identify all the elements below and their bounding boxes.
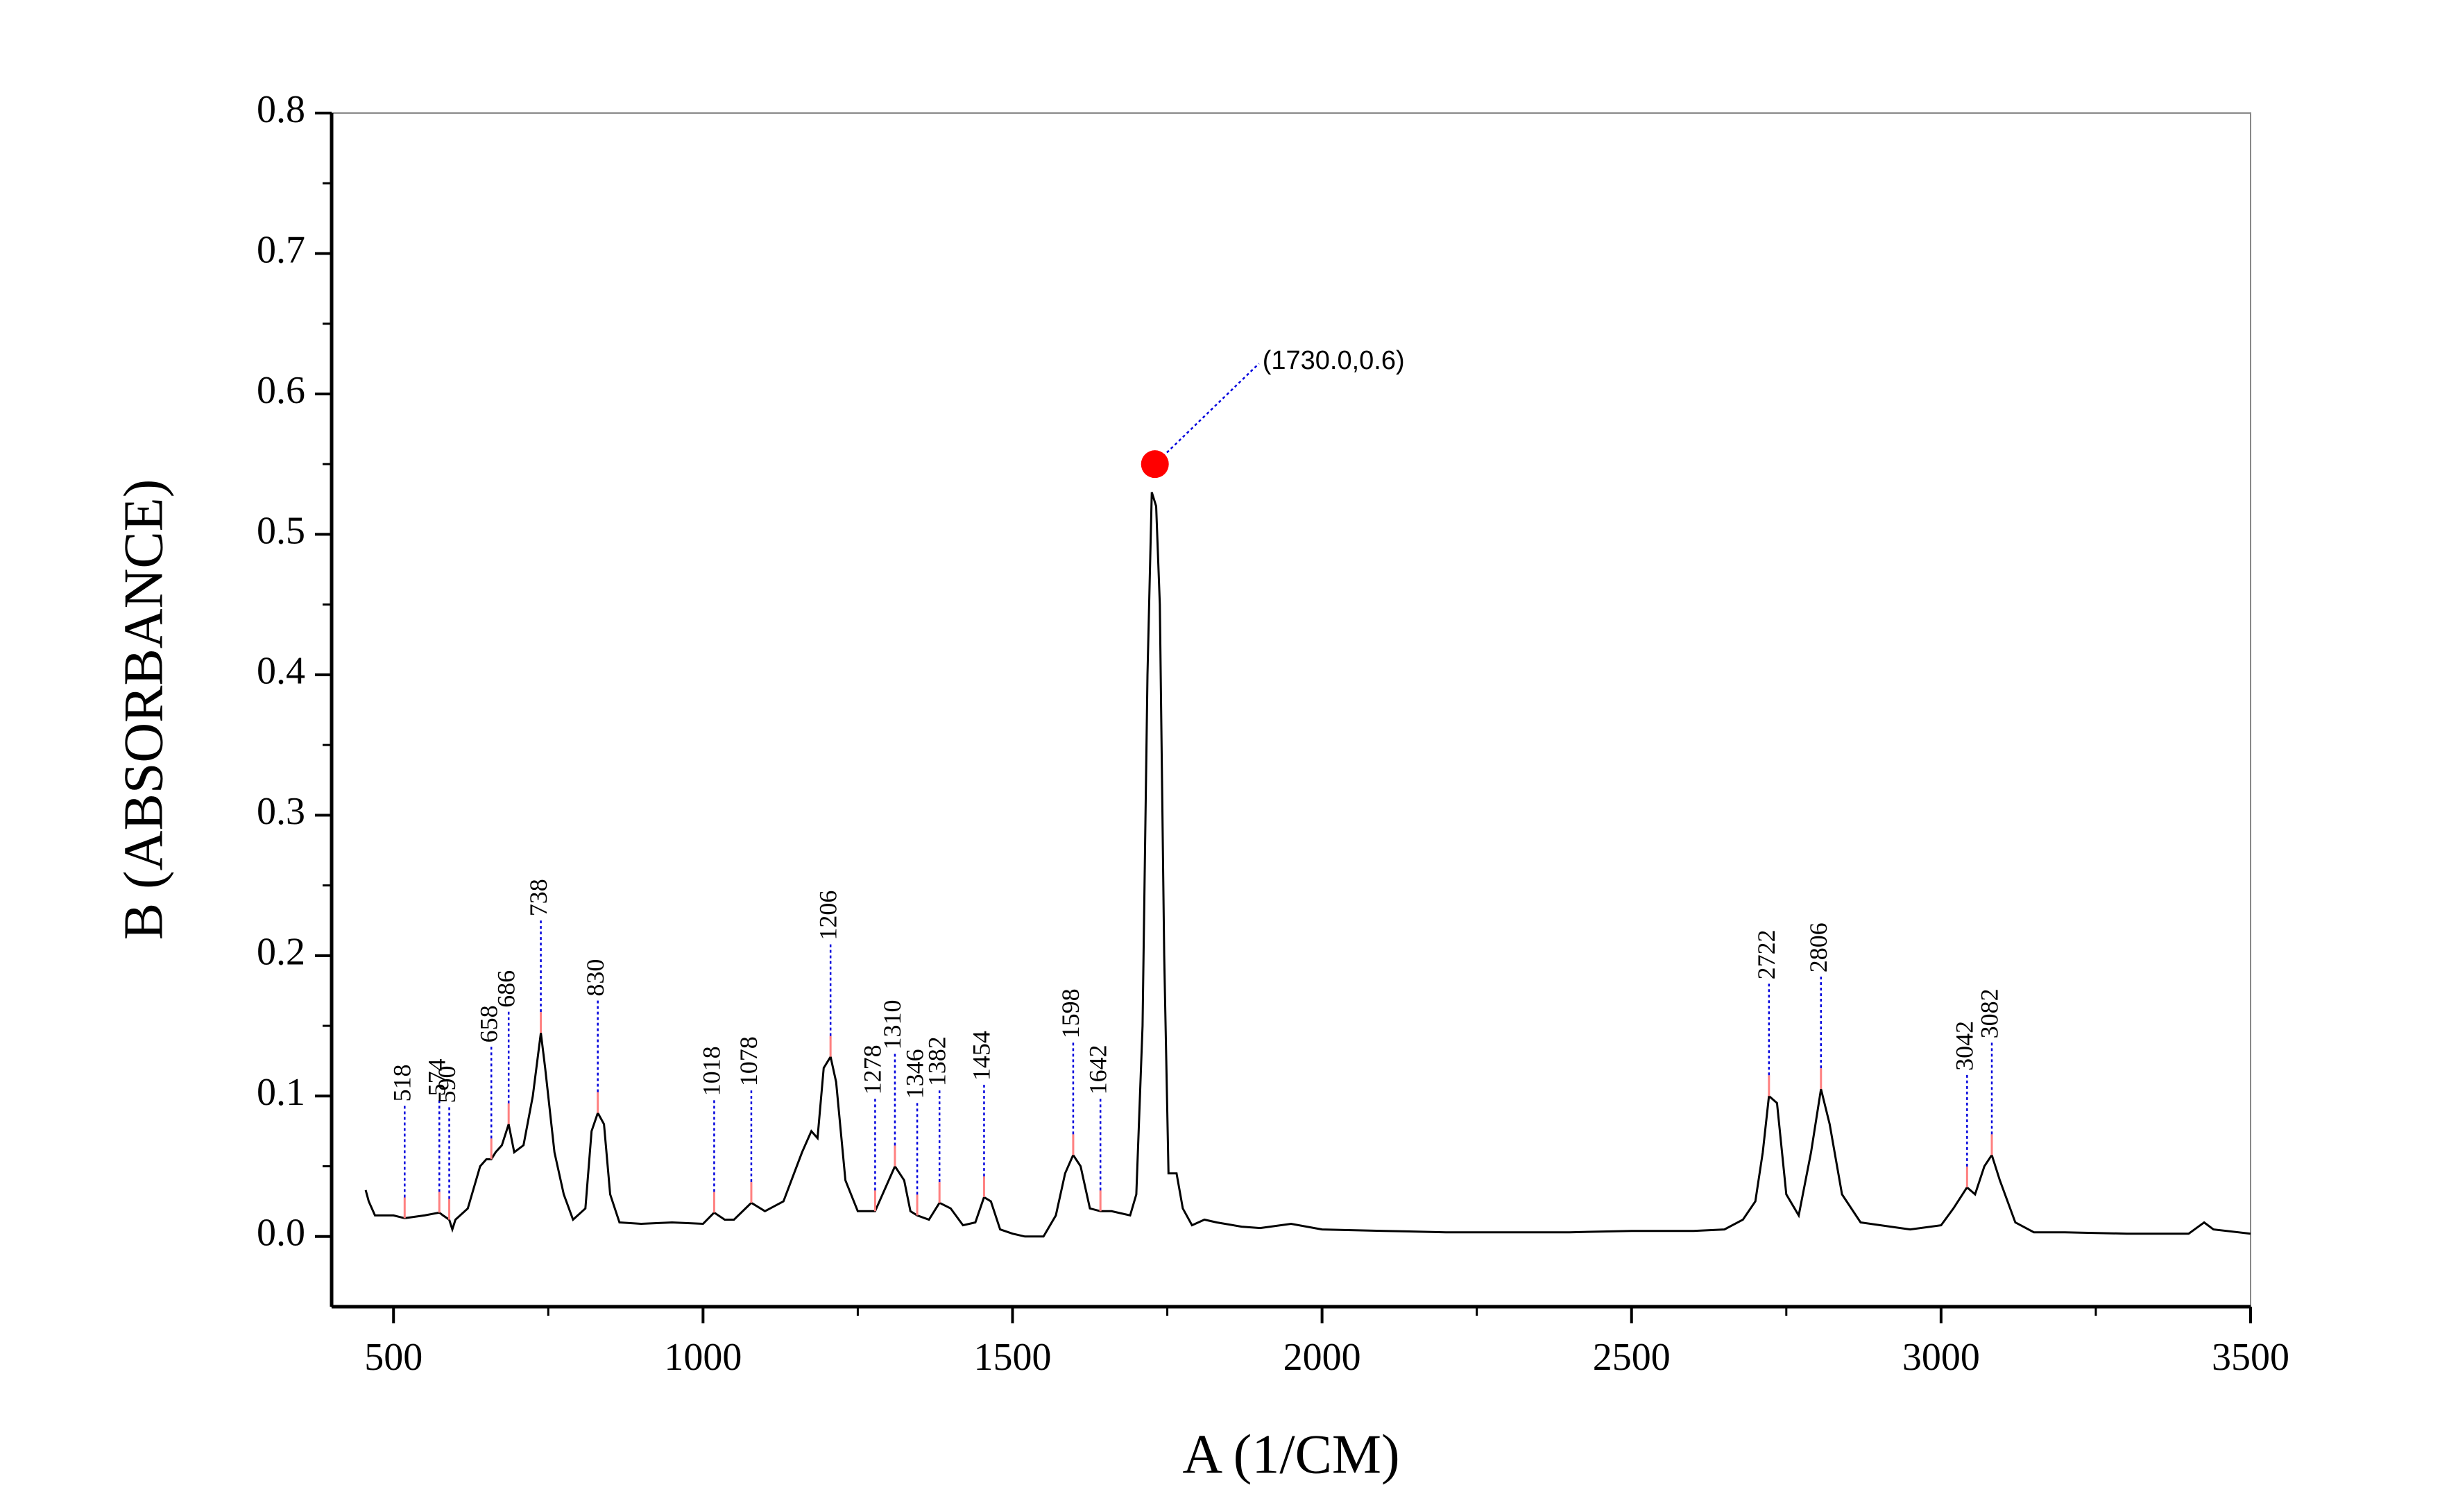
peak-label: 518 — [389, 1064, 416, 1101]
peak-label: 1078 — [735, 1036, 762, 1086]
y-tick-label: 0.1 — [257, 1071, 305, 1114]
x-tick-label: 2500 — [1593, 1336, 1671, 1379]
peak-label: 1642 — [1084, 1045, 1111, 1094]
x-tick-label: 500 — [364, 1336, 423, 1379]
highlight-point — [1141, 450, 1169, 479]
x-tick-label: 3500 — [2212, 1336, 2289, 1379]
peak-label: 830 — [581, 959, 609, 997]
y-tick-label: 0.5 — [257, 509, 305, 552]
spectrum-line — [364, 492, 2251, 1238]
x-axis-title: A (1/CM) — [1182, 1424, 1399, 1485]
peak-label: 590 — [433, 1065, 461, 1103]
peak-label: 658 — [475, 1005, 502, 1042]
peak-label: 1310 — [878, 1000, 906, 1050]
peak-label: 738 — [524, 879, 552, 916]
peak-label: 2722 — [1752, 929, 1780, 979]
peak-label: 686 — [492, 970, 520, 1008]
y-axis-title: B (ABSORBANCE) — [113, 479, 174, 940]
x-tick-label: 1000 — [664, 1336, 742, 1379]
peak-label: 574 — [423, 1058, 451, 1096]
highlight-label: (1730.0,0.6) — [1263, 346, 1405, 375]
peak-label: 1206 — [814, 891, 842, 940]
y-tick-label: 0.4 — [257, 650, 305, 693]
peak-label: 3082 — [1975, 988, 2003, 1038]
peak-label: 1346 — [901, 1049, 928, 1099]
peak-label: 1278 — [859, 1045, 887, 1094]
peak-label: 3042 — [1951, 1021, 1979, 1071]
y-tick-label: 0.7 — [257, 228, 305, 271]
peak-label: 1454 — [968, 1031, 996, 1081]
peak-label: 2806 — [1804, 922, 1832, 972]
y-tick-label: 0.8 — [257, 88, 305, 131]
highlight-leader — [1154, 363, 1260, 465]
y-tick-label: 0.0 — [257, 1212, 305, 1255]
peak-label: 1598 — [1057, 988, 1084, 1038]
x-tick-label: 1500 — [973, 1336, 1051, 1379]
peak-label: 1018 — [698, 1046, 726, 1096]
y-tick-label: 0.2 — [257, 931, 305, 974]
y-tick-label: 0.3 — [257, 790, 305, 833]
y-tick-label: 0.6 — [257, 369, 305, 412]
x-tick-label: 2000 — [1283, 1336, 1361, 1379]
x-tick-label: 3000 — [1902, 1336, 1980, 1379]
peak-label: 1382 — [923, 1036, 950, 1086]
